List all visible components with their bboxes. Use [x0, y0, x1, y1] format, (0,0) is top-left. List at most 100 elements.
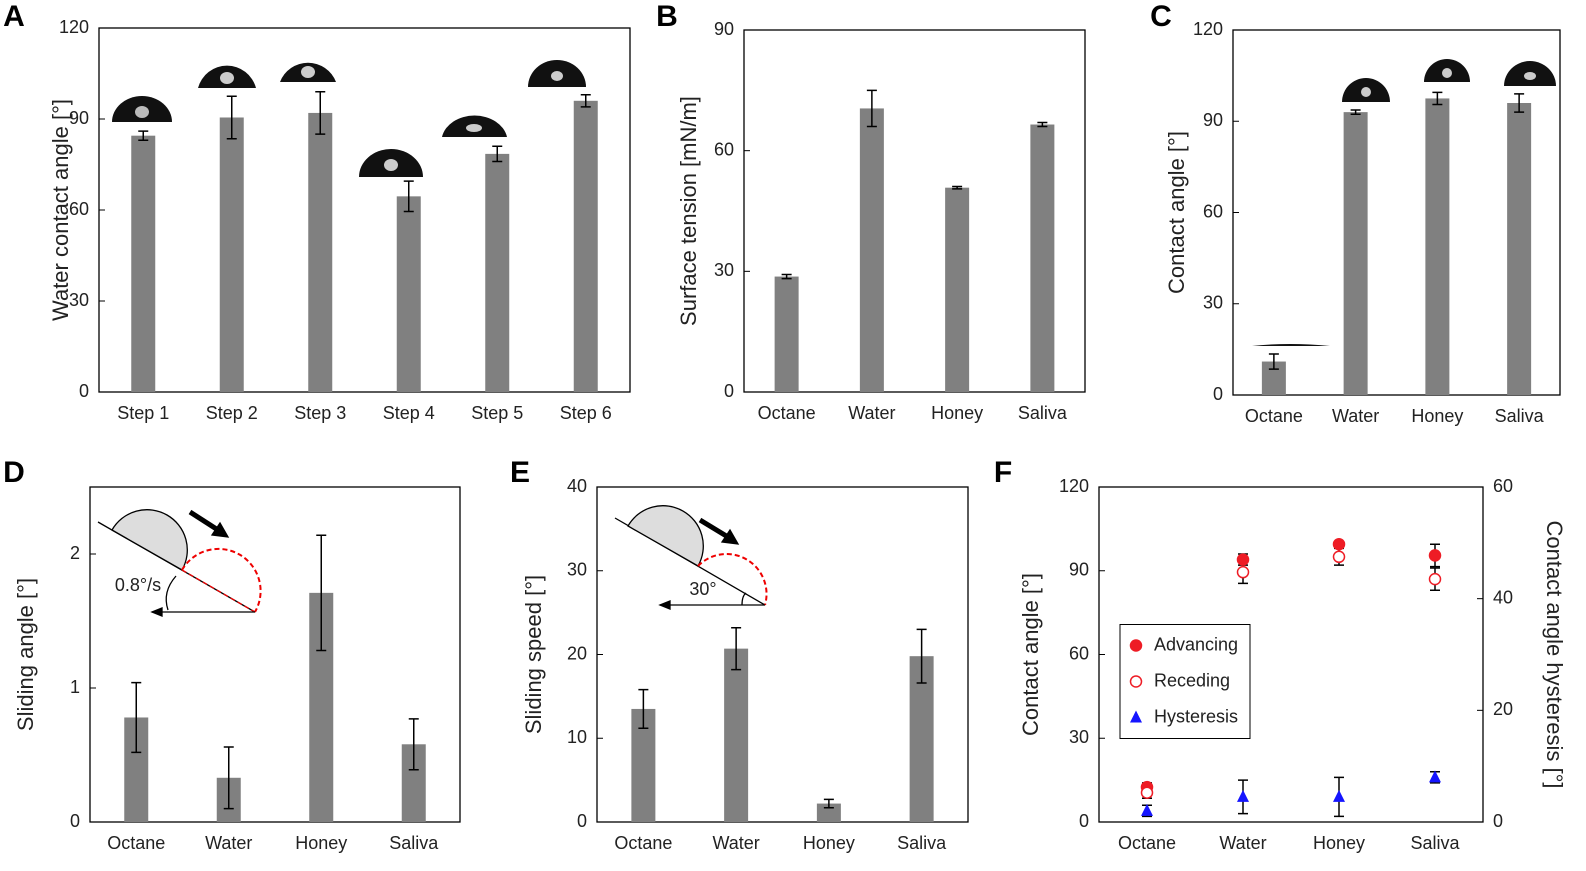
- y-tick-label: 60: [714, 139, 734, 159]
- error-bar: [1037, 121, 1048, 128]
- x-tick-label: Octane: [1245, 406, 1303, 426]
- x-tick-label: Honey: [1313, 833, 1365, 853]
- annotation: 0.8°/s: [115, 575, 161, 595]
- x-tick-label: Honey: [1411, 406, 1463, 426]
- x-tick-label: Step 3: [294, 403, 346, 423]
- y-tick-label: 30: [1203, 293, 1223, 313]
- y-tick-label: 30: [69, 290, 89, 310]
- error-bar: [1350, 109, 1361, 116]
- x-tick-label: Saliva: [897, 833, 947, 853]
- error-bar: [1514, 93, 1525, 113]
- marker: [1236, 553, 1250, 566]
- x-tick-label: Step 6: [560, 403, 612, 423]
- bar: [724, 648, 749, 822]
- x-tick-label: Octane: [614, 833, 672, 853]
- y-tick-label: 30: [714, 260, 734, 280]
- y-tick-label: 0: [79, 381, 89, 401]
- x-tick-label: Water: [1332, 406, 1379, 426]
- y-tick-label: 90: [69, 108, 89, 128]
- x-tick-label: Water: [712, 833, 759, 853]
- panel-label: D: [3, 456, 25, 489]
- bar: [219, 117, 244, 392]
- x-tick-label: Step 2: [206, 403, 258, 423]
- bar: [1425, 98, 1450, 395]
- legend-marker: [1129, 675, 1143, 688]
- bar: [816, 803, 841, 822]
- error-bar: [952, 185, 963, 190]
- x-tick-label: Octane: [758, 403, 816, 423]
- y-axis-label: Sliding speed [°]: [521, 575, 546, 734]
- y-tick-label: 40: [567, 476, 587, 496]
- marker: [1140, 786, 1154, 799]
- error-bar: [403, 180, 414, 213]
- y-tick-label: 60: [1069, 643, 1089, 663]
- y-tick-label: 120: [1193, 19, 1223, 39]
- bar: [396, 196, 421, 392]
- error-bar: [731, 626, 742, 671]
- error-bar: [916, 628, 927, 684]
- y-axis-label: Water contact angle [°]: [48, 99, 73, 321]
- marker: [1428, 549, 1442, 562]
- y-tick-label: 0: [577, 811, 587, 831]
- bar: [945, 187, 970, 392]
- marker: [1333, 789, 1345, 802]
- y-tick-label: 90: [1069, 560, 1089, 580]
- legend-label: Receding: [1154, 670, 1230, 690]
- y-tick-label: 20: [567, 643, 587, 663]
- error-bar: [316, 534, 327, 652]
- bar: [909, 656, 934, 822]
- annotation: 30°: [689, 579, 716, 599]
- marker: [1141, 803, 1153, 816]
- y2-axis-label: Contact angle hysteresis [°]: [1542, 520, 1567, 788]
- y-tick-label: 60: [69, 199, 89, 219]
- y-tick-label: 30: [567, 560, 587, 580]
- panel-label: F: [994, 456, 1012, 489]
- y-tick-label: 90: [1203, 110, 1223, 130]
- x-tick-label: Saliva: [1495, 406, 1545, 426]
- bar: [131, 135, 156, 392]
- bar: [1507, 103, 1532, 395]
- error-bar: [408, 718, 419, 771]
- x-tick-label: Step 5: [471, 403, 523, 423]
- legend-label: Advancing: [1154, 634, 1238, 654]
- x-tick-label: Water: [1219, 833, 1266, 853]
- plot-frame: [743, 29, 1086, 393]
- y-tick-label: 120: [1059, 476, 1089, 496]
- bar: [485, 153, 510, 392]
- y-axis-label: Surface tension [mN/m]: [676, 96, 701, 326]
- droplet-icons: [112, 59, 1556, 346]
- marker: [1332, 550, 1346, 564]
- error-bar: [138, 130, 149, 141]
- y-axis-label: Sliding angle [°]: [13, 578, 38, 731]
- y-tick-label: 0: [724, 381, 734, 401]
- error-bar: [781, 273, 792, 280]
- x-tick-label: Water: [205, 833, 252, 853]
- error-bar: [492, 145, 503, 163]
- y-tick-label: 90: [714, 19, 734, 39]
- y-tick-label: 120: [59, 17, 89, 37]
- plot-frame: [89, 486, 461, 823]
- x-tick-label: Octane: [107, 833, 165, 853]
- y-axis-label: Contact angle [°]: [1018, 573, 1043, 736]
- bar: [308, 112, 333, 392]
- y-axis-label: Contact angle [°]: [1164, 131, 1189, 294]
- y2-tick-label: 40: [1493, 587, 1513, 607]
- x-tick-label: Saliva: [1410, 833, 1460, 853]
- x-tick-label: Octane: [1118, 833, 1176, 853]
- y-tick-label: 60: [1203, 201, 1223, 221]
- error-bar: [823, 798, 834, 809]
- x-tick-label: Step 1: [117, 403, 169, 423]
- y-tick-label: 1: [70, 677, 80, 697]
- y-tick-label: 30: [1069, 727, 1089, 747]
- y2-tick-label: 60: [1493, 476, 1513, 496]
- x-tick-label: Step 4: [383, 403, 435, 423]
- x-tick-label: Saliva: [389, 833, 439, 853]
- y-tick-label: 2: [70, 543, 80, 563]
- bar: [1030, 124, 1055, 393]
- error-bar: [315, 90, 326, 135]
- x-tick-label: Honey: [931, 403, 983, 423]
- marker: [1429, 770, 1441, 783]
- error-bar: [866, 89, 877, 128]
- error-bar: [1432, 91, 1443, 106]
